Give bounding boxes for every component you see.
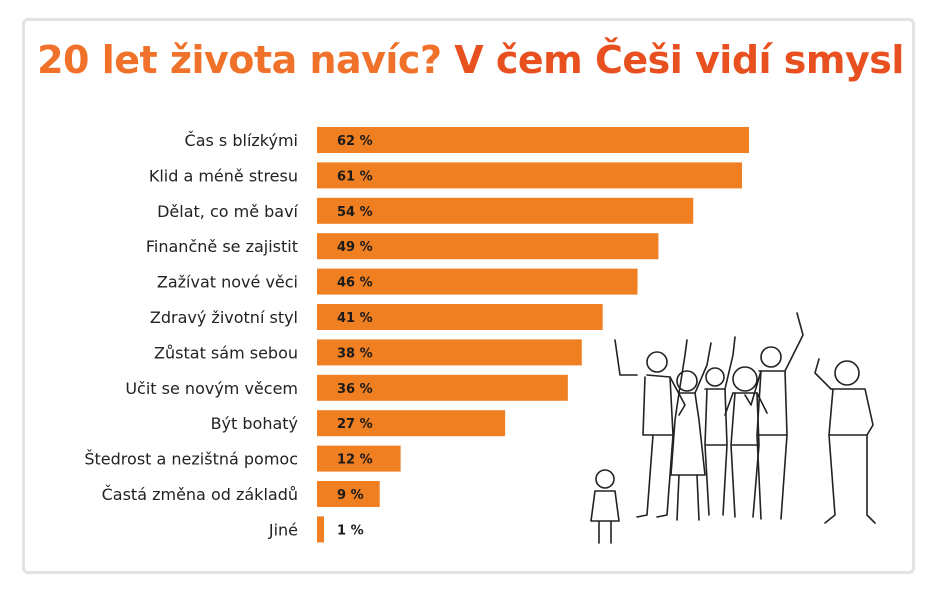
category-label: Klid a méně stresu [149,166,298,185]
person-2-figure [670,339,712,521]
chart-frame [22,18,915,574]
bar [317,339,582,366]
value-label: 27 % [337,417,373,432]
bar [317,162,743,189]
value-label: 12 % [337,453,373,468]
child-figure [590,469,620,544]
category-label: Zažívat nové věci [157,273,298,292]
value-label: 36 % [337,382,373,397]
bar [317,127,749,153]
category-label: Dělat, co mě baví [157,202,298,221]
value-label: 1 % [337,523,364,538]
person-1-figure [614,339,686,518]
bar [317,268,638,295]
category-label: Být bohatý [211,414,298,433]
category-label: Zdravý životní styl [150,308,298,327]
chart-title: 20 let života navíc? V čem Češi vidí smy… [0,38,941,82]
value-label: 54 % [337,205,373,220]
person-6-figure [814,358,876,524]
category-label: Častá změna od základů [102,485,298,504]
category-label: Čas s blízkými [185,131,298,150]
category-label: Finančně se zajistit [146,237,298,256]
people-group-illustration [590,312,876,544]
title-part-1: 20 let života navíc? [37,38,442,82]
value-label: 46 % [337,276,373,291]
bar [317,445,401,472]
bar [317,233,659,260]
person-5-figure [744,312,804,520]
value-label: 38 % [337,346,373,361]
value-label: 49 % [337,240,373,255]
category-label: Zůstat sám sebou [154,343,298,362]
category-label: Učit se novým věcem [125,379,298,398]
bar [317,374,568,401]
bar [317,410,506,437]
bar [317,197,694,224]
category-label: Štedrost a nezištná pomoc [84,450,298,469]
person-3-figure [704,336,736,516]
value-label: 9 % [337,488,364,503]
title-part-2: V čem Češi vidí smysl [454,38,904,82]
person-4-figure [724,366,768,518]
value-label: 61 % [337,169,373,184]
value-label: 41 % [337,311,373,326]
value-label: 62 % [337,134,373,149]
bar [317,516,324,543]
bar [317,304,603,330]
bar [317,481,380,507]
category-label: Jiné [268,520,298,539]
